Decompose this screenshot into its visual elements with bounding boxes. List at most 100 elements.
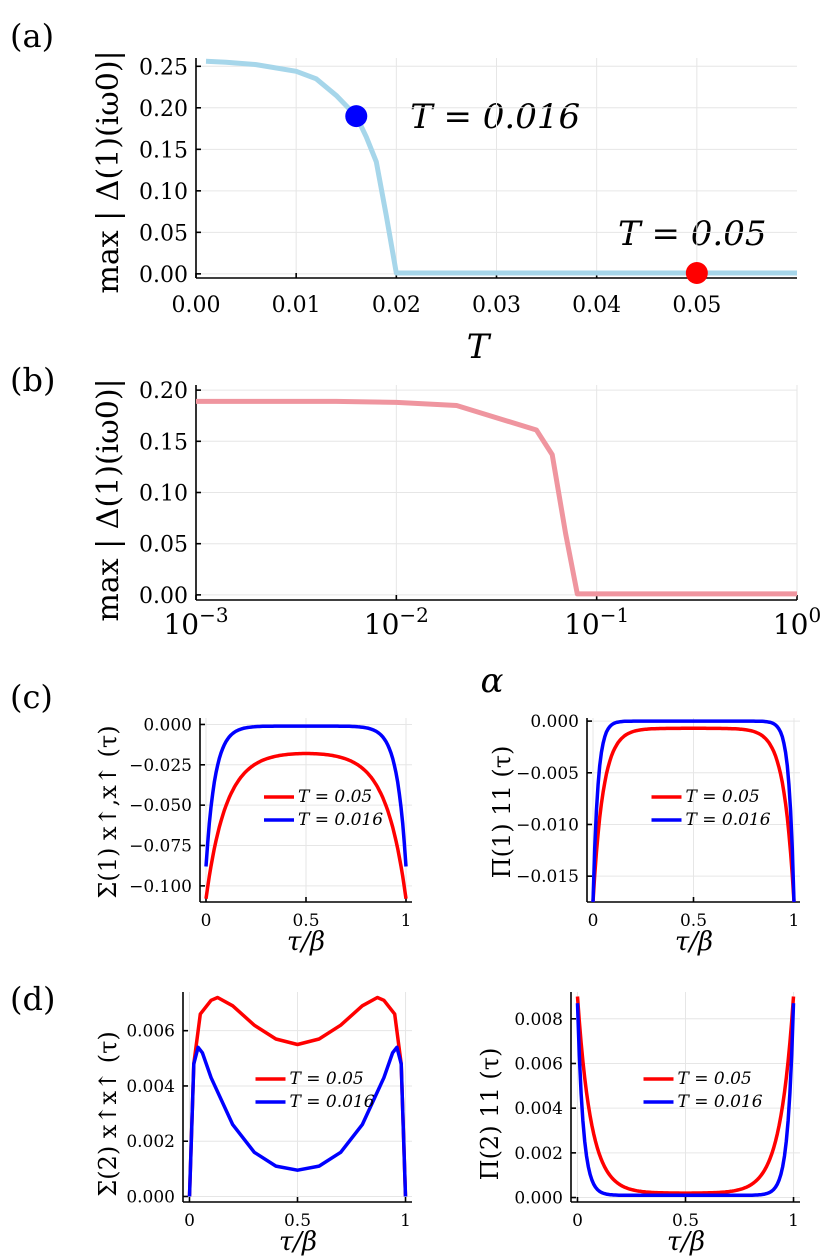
series-line-1 bbox=[187, 1045, 408, 1197]
panel-3: 0 0.5 1 0.000 −0.005 −0.010 −0.015 T = 0.05 T = … bbox=[516, 712, 800, 931]
y-tick-label: 0.15 bbox=[139, 430, 188, 455]
x-tick-label: 100 bbox=[773, 603, 821, 641]
x-tick-label: 0.04 bbox=[572, 293, 621, 318]
legend-label: T = 0.05 bbox=[678, 1069, 752, 1089]
y-tick-label: 0.05 bbox=[139, 221, 188, 246]
x-tick-label: 10−1 bbox=[564, 603, 629, 641]
y-tick-label: 0.10 bbox=[139, 482, 188, 507]
x-tick-label: 0 bbox=[588, 911, 599, 931]
panel-b-ylabel: max | Δ(1)(iω0)| bbox=[91, 378, 126, 621]
x-tick-exponent: −2 bbox=[399, 603, 428, 627]
y-tick-label: 0.000 bbox=[126, 1187, 175, 1207]
x-tick-label: 0 bbox=[201, 911, 212, 931]
series-line-1 bbox=[204, 724, 408, 867]
y-tick-label: −0.005 bbox=[516, 764, 579, 784]
panel-0: 0.00 0.01 0.02 0.03 0.04 0.05 0.00 0.05 0.10 0.15… bbox=[139, 55, 797, 318]
x-tick-label: 0 bbox=[184, 1211, 195, 1231]
x-tick-label: 0.5 bbox=[292, 911, 319, 931]
series-line-0 bbox=[196, 398, 797, 597]
x-tick-label: 0.03 bbox=[472, 293, 521, 318]
annotation-blue: T = 0.016 bbox=[410, 97, 580, 137]
panel-c-left-ylabel: Σ(1) x↑,x↑ (τ) bbox=[94, 725, 122, 898]
y-tick-label: 0.002 bbox=[126, 1132, 175, 1152]
y-tick-label: 0.20 bbox=[139, 97, 188, 122]
panel-label-d: (d) bbox=[10, 980, 55, 1018]
panel-d-left-xlabel: τ/β bbox=[279, 1227, 317, 1257]
y-tick-label: 0.006 bbox=[126, 1022, 175, 1042]
y-tick-label: −0.075 bbox=[129, 837, 192, 857]
y-tick-label: 0.00 bbox=[139, 584, 188, 609]
panel-5: 0 0.5 1 0.000 0.002 0.004 0.006 0.008 T = 0.05 T … bbox=[514, 992, 800, 1231]
data-marker-1 bbox=[685, 262, 708, 285]
x-tick-exponent: −1 bbox=[600, 603, 629, 627]
series-line-0 bbox=[187, 995, 408, 1197]
y-tick-label: 0.15 bbox=[139, 138, 188, 163]
y-tick-label: −0.050 bbox=[129, 796, 192, 816]
y-tick-label: 0.25 bbox=[139, 55, 188, 80]
legend-label: T = 0.016 bbox=[290, 1092, 375, 1112]
series-line-0 bbox=[575, 996, 796, 1195]
annotation-red: T = 0.05 bbox=[618, 214, 766, 254]
panel-label-a: (a) bbox=[10, 17, 54, 55]
y-tick-label: 0.004 bbox=[126, 1077, 175, 1097]
legend-label: T = 0.016 bbox=[686, 810, 771, 830]
x-tick-label: 1 bbox=[788, 1211, 799, 1231]
x-tick-exponent: −3 bbox=[199, 603, 228, 627]
series-line-0 bbox=[591, 726, 796, 903]
legend-label: T = 0.016 bbox=[678, 1092, 763, 1112]
panel-b-xlabel: α bbox=[481, 661, 504, 701]
panel-4: 0 0.5 1 0.000 0.002 0.004 0.006 T = 0.05 T = 0.0… bbox=[126, 992, 412, 1231]
y-tick-label: 0.002 bbox=[514, 1144, 563, 1164]
series-line-0 bbox=[204, 751, 408, 900]
x-tick-label: 0.5 bbox=[284, 1211, 311, 1231]
data-marker-0 bbox=[345, 105, 368, 128]
plots-layer: 0.00 0.01 0.02 0.03 0.04 0.05 0.00 0.05 0.10 0.15… bbox=[126, 55, 821, 1231]
x-tick-label: 0 bbox=[572, 1211, 583, 1231]
y-tick-label: 0.000 bbox=[143, 715, 192, 735]
panel-b-ylabel-text: max | Δ(1)(iω0)| bbox=[91, 378, 126, 621]
legend-label: T = 0.05 bbox=[686, 787, 760, 807]
panel-label-c: (c) bbox=[10, 678, 53, 716]
legend-label: T = 0.05 bbox=[290, 1069, 364, 1089]
panel-a-ylabel-text: max | Δ(1)(iω0)| bbox=[91, 50, 126, 293]
x-tick-label: 0.02 bbox=[372, 293, 421, 318]
x-tick-label: 1 bbox=[400, 1211, 411, 1231]
y-tick-label: −0.025 bbox=[129, 756, 192, 776]
panel-a-xlabel: T bbox=[467, 327, 492, 367]
panel-d-right-xlabel: τ/β bbox=[667, 1227, 705, 1257]
x-tick-label: 1 bbox=[401, 911, 412, 931]
x-tick-label: 1 bbox=[789, 911, 800, 931]
panel-c-right-ylabel: Π(1) 11 (τ) bbox=[488, 746, 516, 879]
y-tick-label: 0.20 bbox=[139, 379, 188, 404]
panel-d-left-ylabel-text: Σ(2) x↑x↑ (τ) bbox=[94, 1031, 122, 1197]
legend-label: T = 0.016 bbox=[298, 810, 383, 830]
y-tick-label: 0.10 bbox=[139, 180, 188, 205]
panel-c-right-xlabel: τ/β bbox=[675, 927, 713, 957]
series-line-1 bbox=[575, 1003, 796, 1198]
series-line-0 bbox=[205, 58, 797, 276]
x-tick-label: 0.5 bbox=[680, 911, 707, 931]
panel-c-right-ylabel-text: Π(1) 11 (τ) bbox=[488, 746, 516, 879]
y-tick-label: 0.00 bbox=[139, 263, 188, 288]
y-tick-label: 0.006 bbox=[514, 1054, 563, 1074]
panel-a-ylabel: max | Δ(1)(iω0)| bbox=[91, 50, 126, 293]
y-tick-label: −0.010 bbox=[516, 815, 579, 835]
panel-d-right-ylabel-text: Π(2) 11 (τ) bbox=[476, 1048, 504, 1181]
panel-d-left-ylabel: Σ(2) x↑x↑ (τ) bbox=[94, 1031, 122, 1197]
panel-2: 0 0.5 1 0.000 −0.025 −0.050 −0.075 −0.100 T = 0.… bbox=[129, 715, 412, 931]
y-tick-label: 0.008 bbox=[514, 1010, 563, 1030]
y-tick-label: −0.100 bbox=[129, 877, 192, 897]
y-tick-label: −0.015 bbox=[516, 867, 579, 887]
series-line-1 bbox=[591, 719, 796, 903]
x-tick-label: 0.05 bbox=[672, 293, 721, 318]
y-tick-label: 0.05 bbox=[139, 533, 188, 558]
panel-c-left-ylabel-text: Σ(1) x↑,x↑ (τ) bbox=[94, 725, 122, 898]
legend-label: T = 0.05 bbox=[298, 787, 372, 807]
x-tick-label: 0.5 bbox=[672, 1211, 699, 1231]
x-tick-label: 0.00 bbox=[172, 293, 221, 318]
y-tick-label: 0.000 bbox=[514, 1189, 563, 1209]
x-tick-label: 0.01 bbox=[272, 293, 321, 318]
panel-c-left-xlabel: τ/β bbox=[287, 927, 325, 957]
